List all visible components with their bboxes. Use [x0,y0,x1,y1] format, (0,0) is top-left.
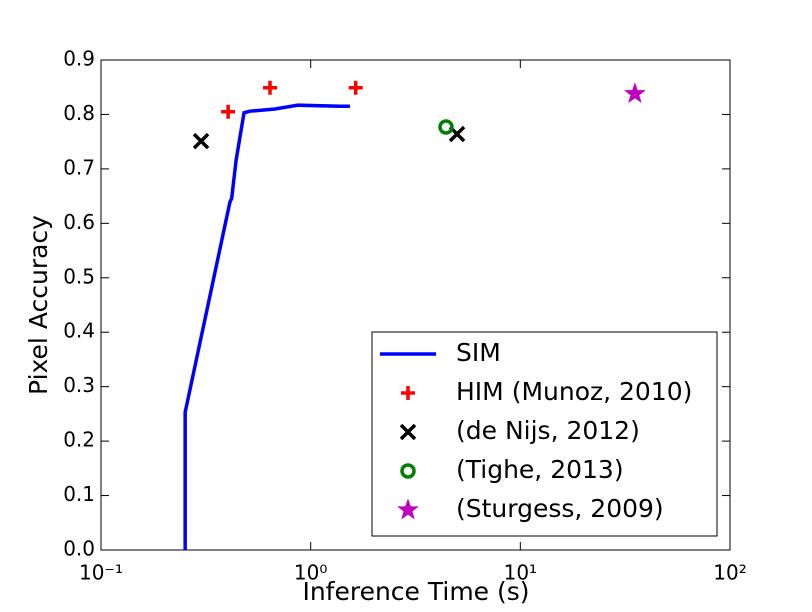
y-tick-label: 0.5 [63,264,95,288]
legend-label: SIM [456,338,501,367]
x-axis-label: Inference Time (s) [302,577,529,606]
y-tick-label: 0.9 [63,47,95,71]
plus-marker [263,80,278,95]
star-marker [623,82,646,104]
y-tick-label: 0.7 [63,155,95,179]
legend-label: (de Nijs, 2012) [456,416,640,445]
legend-swatch [399,423,417,441]
series-line [183,103,350,550]
plus-marker [221,104,236,119]
x-tick-label: 10⁰ [294,561,327,585]
legend-swatch [401,386,415,400]
x-marker [192,132,210,150]
legend-label: HIM (Munoz, 2010) [456,377,692,406]
x-tick-label: 10¹ [504,561,537,585]
y-tick-label: 0.0 [63,537,95,561]
plus-marker [348,80,363,95]
y-tick-label: 0.1 [63,482,95,506]
y-tick-label: 0.8 [63,101,95,125]
legend: SIM HIM (Munoz, 2010) (de Nijs, 2012) (Tigh… [371,331,718,537]
y-tick-label: 0.2 [63,428,95,452]
y-tick-label: 0.4 [63,319,95,343]
legend-swatch [400,463,416,479]
legend-label: (Sturgess, 2009) [456,494,664,523]
legend-swatch [397,498,419,520]
y-tick-label: 0.3 [63,373,95,397]
x-tick-label: 10² [713,561,746,585]
y-tick-label: 0.6 [63,210,95,234]
x-tick-label: 10⁻¹ [79,561,123,585]
y-axis-label: Pixel Accuracy [24,215,53,395]
legend-box [371,331,718,537]
legend-label: (Tighe, 2013) [456,455,624,484]
circle-marker [438,119,454,135]
